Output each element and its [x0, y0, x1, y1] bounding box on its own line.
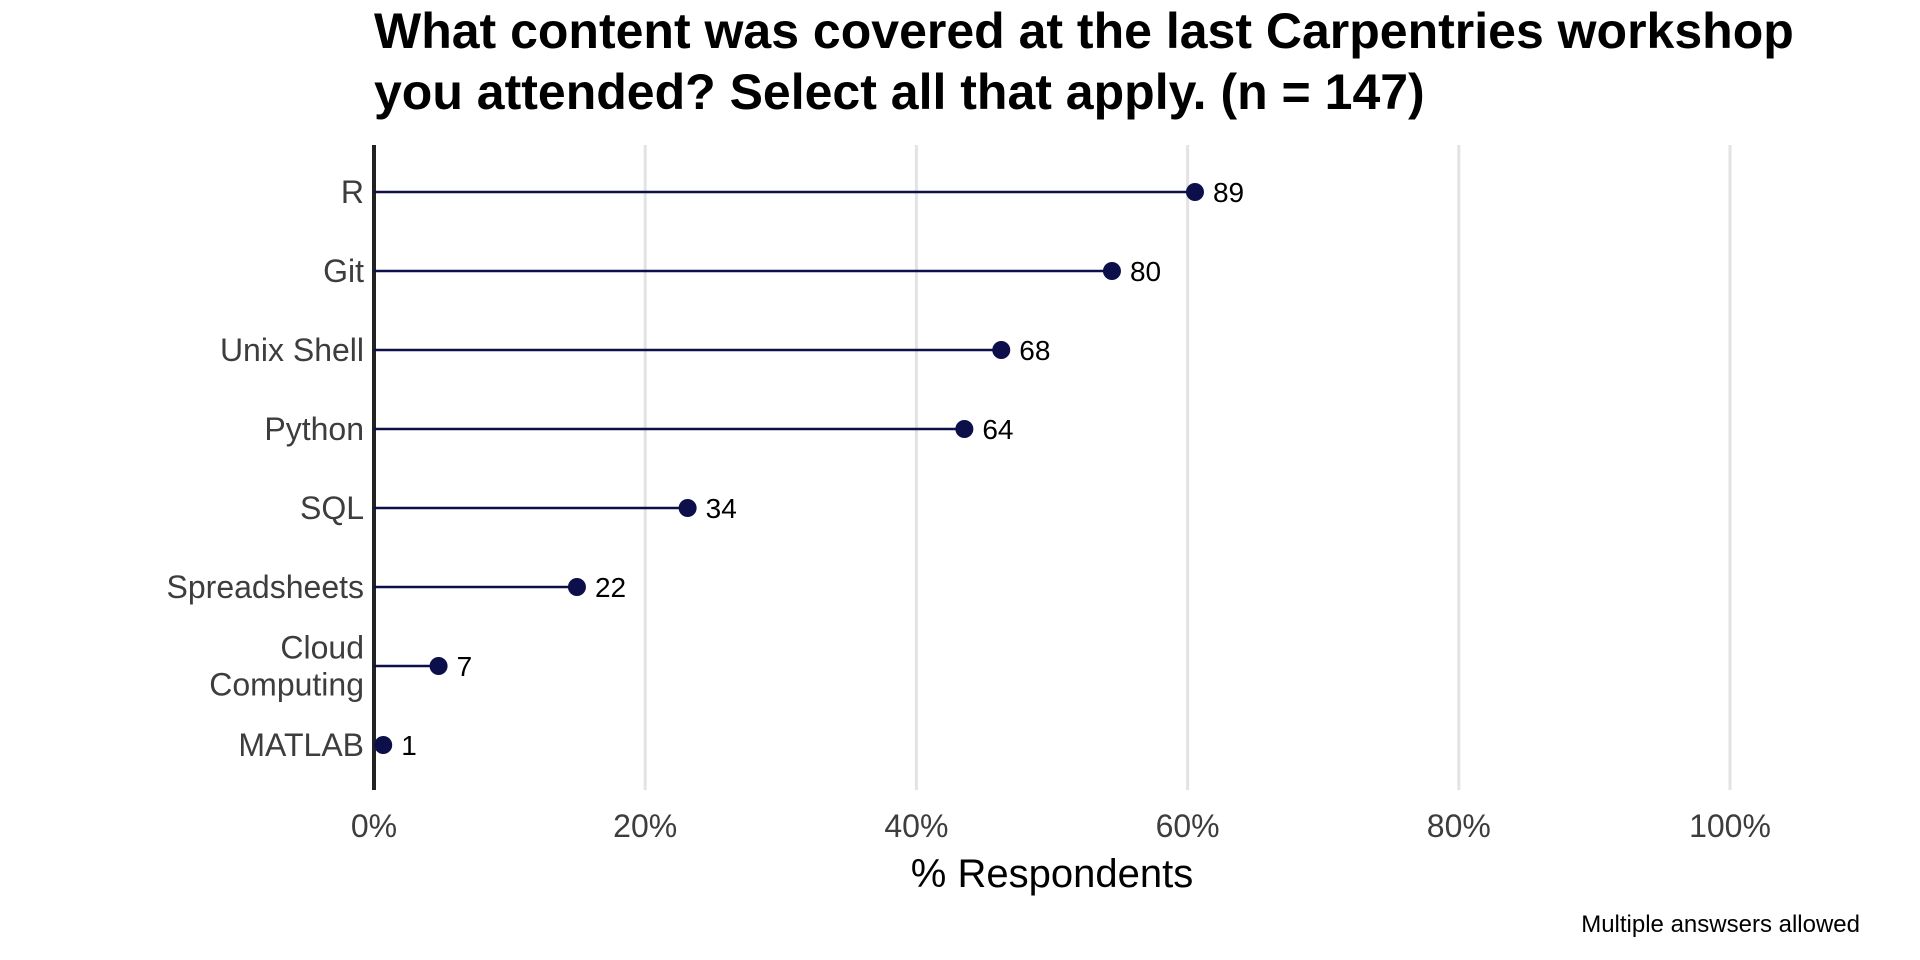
- x-tick-label: 80%: [1427, 808, 1491, 844]
- category-label: Unix Shell: [220, 332, 364, 368]
- x-tick-label: 40%: [884, 808, 948, 844]
- x-tick-label: 100%: [1689, 808, 1771, 844]
- data-point: [955, 420, 974, 438]
- x-tick-label: 20%: [613, 808, 677, 844]
- chart-title-line: you attended? Select all that apply. (n …: [374, 64, 1425, 120]
- value-label: 68: [1019, 335, 1050, 366]
- data-point: [1102, 262, 1121, 280]
- chart-title-line: What content was covered at the last Car…: [374, 3, 1794, 59]
- data-point: [429, 657, 448, 675]
- value-label: 80: [1130, 256, 1161, 287]
- data-point: [678, 499, 697, 517]
- chart-title: What content was covered at the last Car…: [374, 3, 1794, 120]
- data-point: [567, 578, 586, 596]
- value-label: 22: [595, 572, 626, 603]
- value-label: 7: [457, 651, 473, 682]
- value-label: 64: [982, 414, 1013, 445]
- value-label: 34: [706, 493, 737, 524]
- category-label: SQL: [300, 490, 364, 526]
- x-tick-labels: 0% 20% 40% 60% 80% 100%: [351, 808, 1771, 844]
- category-label: MATLAB: [238, 727, 364, 763]
- category-label: Cloud: [280, 630, 364, 666]
- value-label: 1: [401, 730, 417, 761]
- category-labels: R Git Unix Shell Python SQL Spreadsheets Cloud…: [167, 174, 365, 763]
- data-point: [992, 341, 1011, 359]
- category-label: R: [341, 174, 364, 210]
- x-tick-label: 60%: [1156, 808, 1220, 844]
- x-axis-title: % Respondents: [911, 852, 1193, 896]
- category-label: Git: [323, 253, 364, 289]
- gridlines: [643, 145, 1732, 790]
- caption: Multiple answsers allowed: [1581, 911, 1860, 938]
- lollipop-marks: 89 80 68 64 34 22 7 1: [374, 177, 1244, 761]
- category-label: Python: [264, 411, 364, 447]
- value-label: 89: [1213, 177, 1244, 208]
- data-point: [374, 736, 393, 754]
- category-label: Spreadsheets: [167, 569, 364, 605]
- data-point: [1185, 183, 1204, 201]
- x-tick-label: 0%: [351, 808, 397, 844]
- category-label: Computing: [209, 667, 364, 703]
